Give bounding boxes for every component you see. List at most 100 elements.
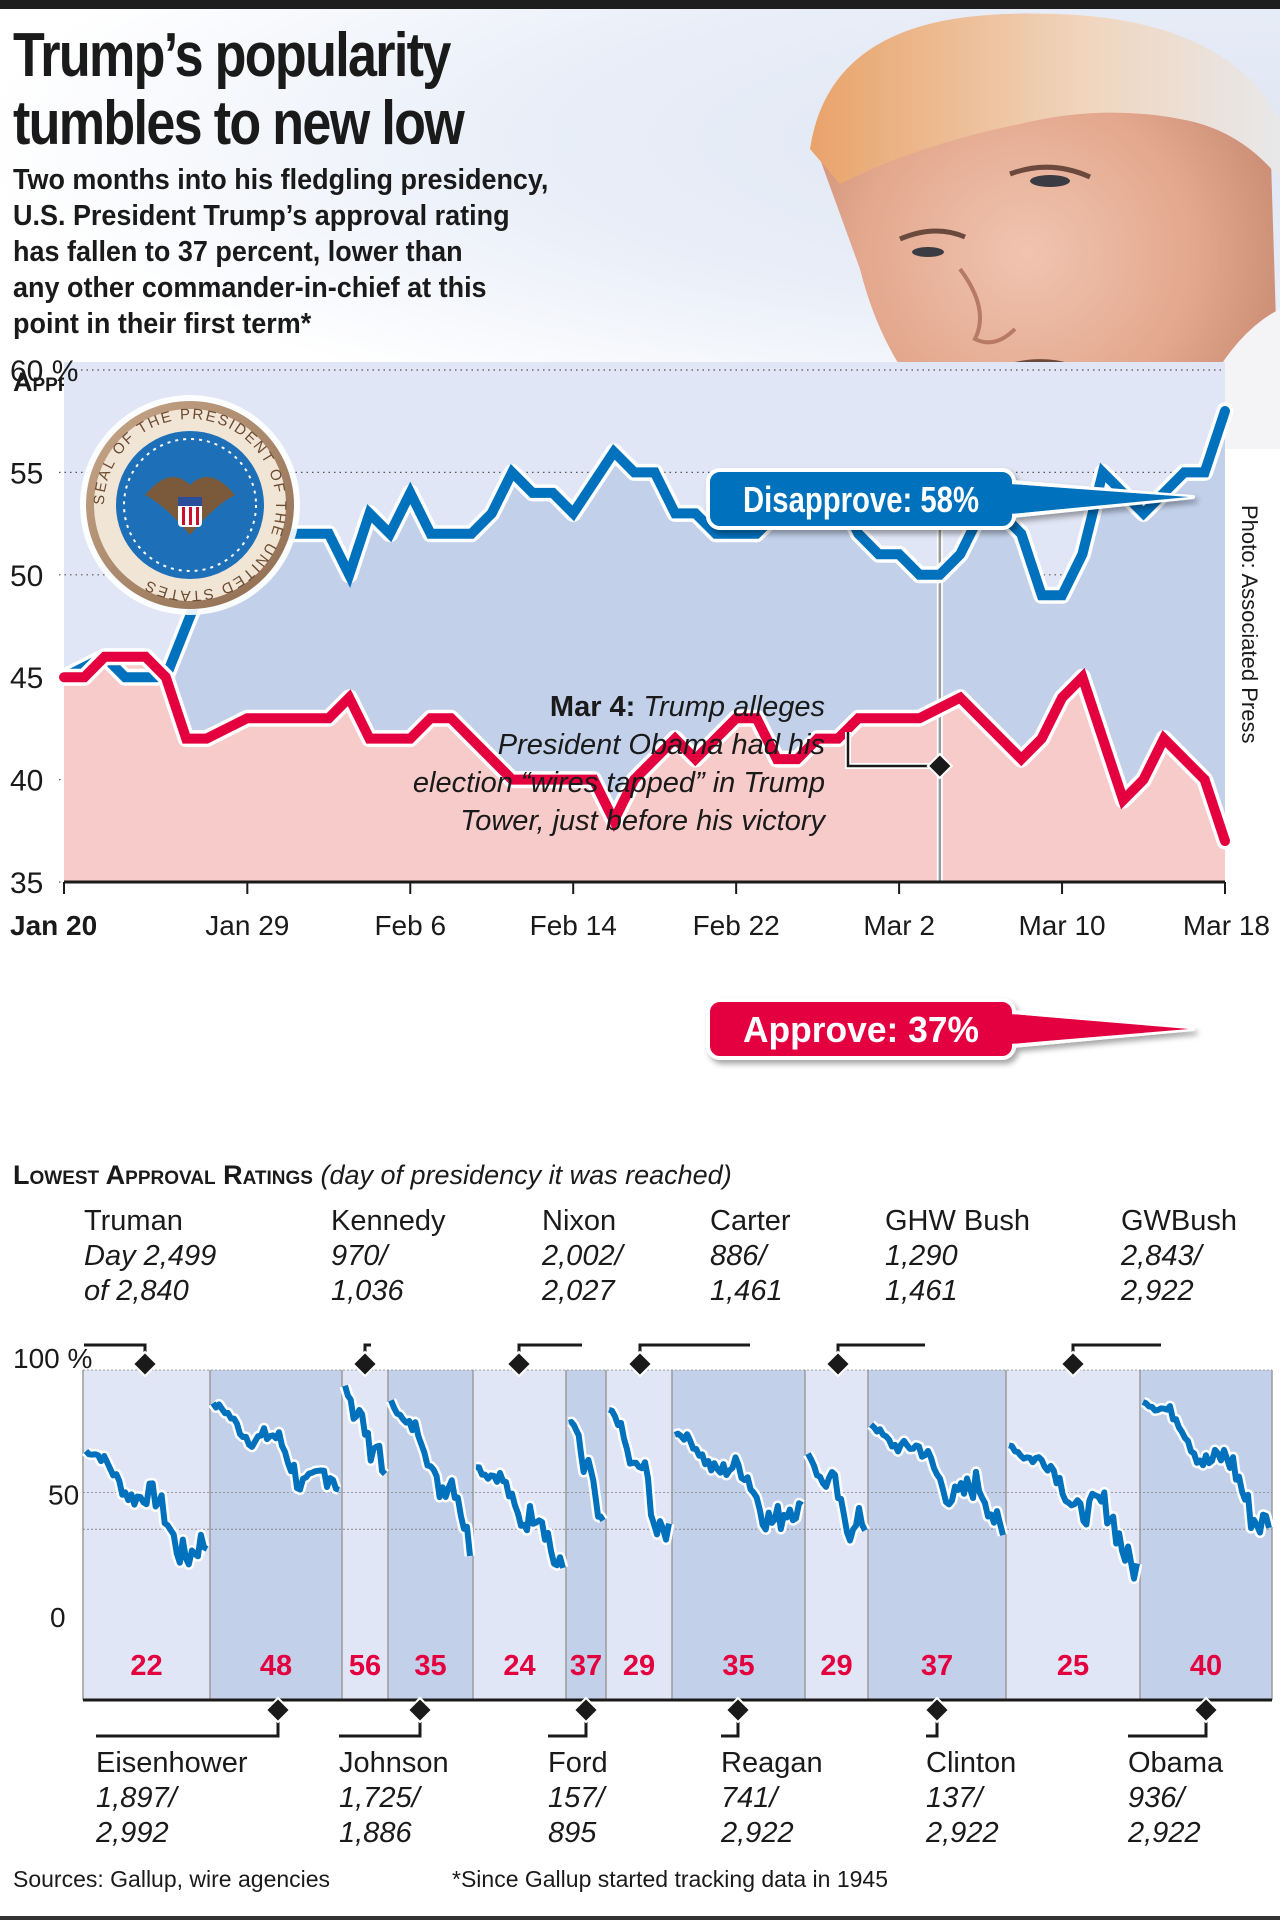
y-tick-label: 50 <box>10 560 43 593</box>
x-tick-label: Mar 18 <box>1183 910 1270 941</box>
day-total: 1,886 <box>339 1817 412 1849</box>
president-label-johnson: Johnson 1,725/1,886 <box>339 1746 449 1851</box>
president-name: Obama <box>1128 1747 1224 1779</box>
diamond-marker-icon <box>1059 1350 1087 1378</box>
y-tick-label: 55 <box>10 457 43 490</box>
day-total: 895 <box>548 1817 597 1849</box>
disapprove-line <box>59 406 1230 683</box>
top-rule <box>0 0 1280 9</box>
approval-trace <box>1008 1442 1140 1582</box>
president-label-eisenhower: Eisenhower 1,897/2,992 <box>96 1746 248 1851</box>
subtitle: Two months into his fledgling presidency… <box>13 162 720 342</box>
lower-chart-title-text: Lowest Approval Ratings <box>13 1160 313 1190</box>
president-label-gwbush: GWBush 2,843/2,922 <box>1121 1204 1237 1309</box>
day-total: 2,922 <box>926 1817 999 1849</box>
leader-line <box>84 1343 147 1362</box>
president-label-ford: Ford 157/895 <box>548 1746 608 1851</box>
leader-line <box>1128 1712 1208 1738</box>
president-panel <box>1140 1370 1272 1700</box>
lowest-rating-value: 37 <box>570 1650 602 1682</box>
annotation-diamond-icon <box>926 752 954 780</box>
disapprove-callout-label: Disapprove: 58% <box>743 479 979 520</box>
day-reached: 157/ <box>548 1782 605 1814</box>
annotation-line: President Obama had his <box>498 729 825 761</box>
day-total: 2,922 <box>1128 1817 1201 1849</box>
disapprove-callout: Disapprove: 58% <box>706 468 1195 530</box>
diamond-marker-icon <box>724 1696 752 1724</box>
president-name: Johnson <box>339 1747 449 1779</box>
lowest-rating-value: 35 <box>722 1650 754 1682</box>
approval-trace <box>868 1422 1006 1536</box>
subtitle-line: point in their first term* <box>13 308 312 340</box>
annotation-line: Mar 4: Trump alleges <box>550 691 825 723</box>
day-total: 2,992 <box>96 1817 169 1849</box>
president-name: Carter <box>710 1205 791 1237</box>
diamond-marker-icon <box>264 1696 292 1724</box>
lowest-rating-value: 25 <box>1057 1650 1089 1682</box>
approve-line <box>59 651 1230 846</box>
lowest-rating-value: 56 <box>349 1650 381 1682</box>
leader-line <box>96 1712 280 1738</box>
approval-trace <box>1141 1399 1272 1536</box>
lowest-ratings-chart: 100 % 50 0 22 48 56 35 24 37 29 35 29 37 25 40 <box>13 1343 1275 1738</box>
day-total: 2,027 <box>542 1275 615 1307</box>
lower-chart-subtitle: (day of presidency it was reached) <box>320 1160 732 1190</box>
day-reached: 137/ <box>926 1782 983 1814</box>
leader-line <box>517 1343 582 1362</box>
president-panel <box>83 1370 210 1700</box>
leader-line <box>339 1712 422 1738</box>
day-reached: 886/ <box>710 1240 767 1272</box>
diamond-marker-icon <box>626 1350 654 1378</box>
disapprove-callout-pointer-fill <box>1010 484 1189 514</box>
approve-callout-pointer-fill <box>1010 1014 1189 1044</box>
y-tick-label: 50 <box>48 1480 79 1511</box>
president-name: Clinton <box>926 1747 1017 1779</box>
president-label-carter: Carter 886/1,461 <box>710 1204 791 1309</box>
diamond-marker-icon <box>505 1350 533 1378</box>
president-label-clinton: Clinton 137/2,922 <box>926 1746 1016 1851</box>
day-total: 2,922 <box>1121 1275 1194 1307</box>
lowest-rating-value: 37 <box>921 1650 953 1682</box>
subtitle-line: Two months into his fledgling presidency… <box>13 164 549 196</box>
lowest-rating-value: 48 <box>260 1650 292 1682</box>
approval-line-chart: 60 % 55 50 45 40 35 Jan 20 Jan 29 Feb 6 Feb 14 Fe… <box>10 355 1270 1060</box>
president-panel <box>672 1370 805 1700</box>
diamond-marker-icon <box>131 1350 159 1378</box>
x-tick-label: Jan 20 <box>10 910 97 941</box>
sources-note: Sources: Gallup, wire agencies <box>13 1866 331 1892</box>
headline-line-1: Trump’s popularity <box>13 21 451 90</box>
x-tick-label: Jan 29 <box>205 910 289 941</box>
photo-credit: Photo: Associated Press <box>1237 505 1262 744</box>
president-name: Kennedy <box>331 1205 446 1237</box>
approval-trace <box>83 1448 209 1568</box>
president-label-ghw-bush: GHW Bush 1,290 1,461 <box>885 1204 1030 1309</box>
x-tick-label: Mar 2 <box>863 910 935 941</box>
approval-trace <box>673 1430 804 1533</box>
x-tick-label: Feb 14 <box>530 910 617 941</box>
president-name: Reagan <box>721 1747 823 1779</box>
president-label-reagan: Reagan 741/2,922 <box>721 1746 823 1851</box>
lowest-rating-value: 22 <box>130 1650 162 1682</box>
day-total: 1,036 <box>331 1275 404 1307</box>
y-tick-label: 45 <box>10 662 43 695</box>
approval-trace <box>388 1399 473 1557</box>
day-reached: 1,290 <box>885 1240 958 1272</box>
president-name: Nixon <box>542 1205 617 1237</box>
lowest-rating-value: 24 <box>503 1650 535 1682</box>
approval-trace <box>210 1401 340 1493</box>
president-name: Truman <box>84 1205 183 1237</box>
day-reached: 2,843/ <box>1121 1240 1202 1272</box>
day-reached: 970/ <box>331 1240 388 1272</box>
president-label-nixon: Nixon 2,002/2,027 <box>542 1204 623 1309</box>
y-tick-label: 40 <box>10 765 43 798</box>
lowest-rating-value: 40 <box>1190 1650 1222 1682</box>
lowest-rating-value: 35 <box>414 1650 446 1682</box>
approval-trace <box>805 1452 868 1544</box>
trump-photo <box>800 9 1280 449</box>
president-name: GWBush <box>1121 1205 1238 1237</box>
president-label-truman: Truman Day 2,499 of 2,840 <box>84 1204 216 1309</box>
day-total: 1,461 <box>710 1275 783 1307</box>
subtitle-line: any other commander-in-chief at this <box>13 272 487 304</box>
subtitle-line: has fallen to 37 percent, lower than <box>13 236 463 268</box>
annotation-line: Tower, just before his victory <box>460 805 826 837</box>
